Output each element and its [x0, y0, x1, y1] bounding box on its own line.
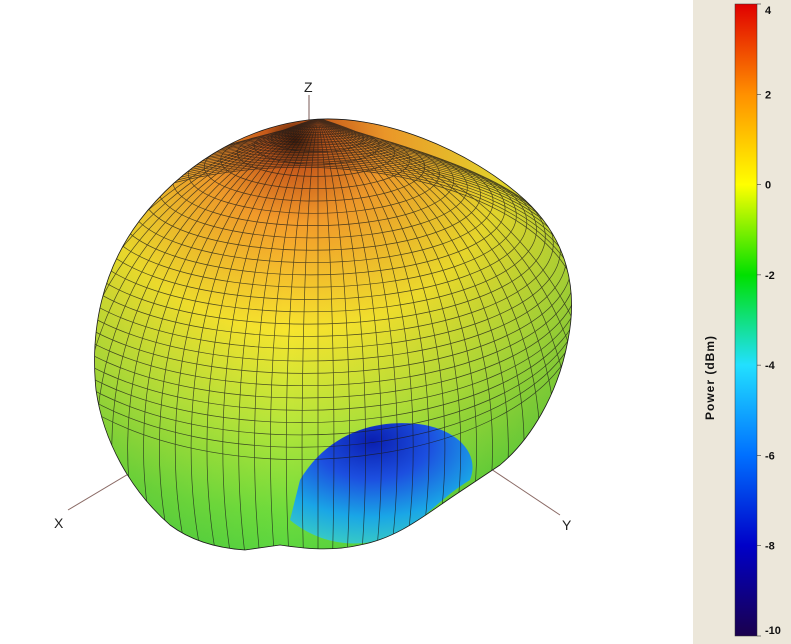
mesh-longitude-line — [238, 118, 319, 550]
mesh-latitude-line — [94, 158, 572, 399]
mesh-longitude-line — [301, 118, 319, 550]
mesh-longitude-line — [317, 118, 335, 550]
mesh-longitude-line — [206, 118, 319, 550]
mesh-latitude-line — [94, 166, 572, 460]
mesh-longitude-line — [317, 118, 382, 550]
mesh-longitude-line — [317, 118, 366, 550]
mesh-latitude-line — [94, 152, 561, 350]
mesh-latitude-line — [94, 147, 537, 313]
mesh-longitude-line — [222, 118, 319, 550]
colorbar-gradient — [734, 3, 758, 637]
mesh-latitude-line — [94, 160, 572, 411]
x-axis-line — [67, 469, 136, 511]
colorbar-tick-label: -10 — [765, 625, 781, 637]
colorbar-panel: 4 2 0 -2 -4 -6 -8 -10 Power (dBm) — [693, 0, 791, 644]
mesh-latitude-line — [94, 165, 572, 448]
mesh-longitude-line — [270, 118, 319, 550]
mesh-longitude-line — [317, 118, 446, 550]
mesh-longitude-line — [174, 118, 319, 550]
mesh-longitude-line — [317, 118, 351, 550]
mesh-longitude-line — [159, 118, 319, 550]
mesh-longitude-line — [94, 118, 319, 550]
colorbar-tick-label: 0 — [765, 180, 771, 192]
mesh-longitude-line — [143, 118, 319, 550]
mesh-latitude-line — [94, 145, 528, 300]
colorbar-tick-label: -8 — [765, 541, 775, 553]
x-axis-label: X — [54, 515, 64, 531]
mesh-longitude-line — [94, 118, 319, 550]
y-axis-label: Y — [562, 517, 572, 533]
mesh-latitude-line — [94, 148, 546, 325]
mesh-longitude-line — [94, 118, 319, 550]
mesh-longitude-line — [317, 118, 414, 550]
mesh-longitude-line — [317, 118, 398, 550]
radiation-surface — [94, 118, 573, 551]
mesh-longitude-line — [317, 118, 430, 550]
colorbar-tick-label: 4 — [765, 5, 772, 17]
mesh-latitude-line — [94, 163, 572, 436]
mesh-longitude-line — [254, 118, 319, 550]
radiation-pattern-plot: Z X Y — [54, 79, 573, 551]
colorbar-tick-label: -6 — [765, 450, 775, 462]
mesh-latitude-line — [94, 156, 572, 387]
mesh-latitude-line — [94, 150, 554, 337]
colorbar-title: Power (dBm) — [703, 335, 717, 420]
y-axis-line — [484, 464, 561, 516]
mesh-longitude-line — [94, 118, 319, 550]
mesh-longitude-line — [190, 118, 319, 550]
mesh-longitude-line — [317, 118, 572, 550]
colorbar-tick-label: -4 — [765, 360, 776, 372]
z-axis-label: Z — [304, 79, 313, 95]
mesh-longitude-line — [285, 118, 319, 550]
colorbar-tick-label: -2 — [765, 270, 775, 282]
colorbar-tick-label: 2 — [765, 89, 771, 101]
colorbar-ticks: 4 2 0 -2 -4 -6 -8 -10 — [757, 3, 781, 637]
mesh-longitude-line — [317, 118, 572, 550]
